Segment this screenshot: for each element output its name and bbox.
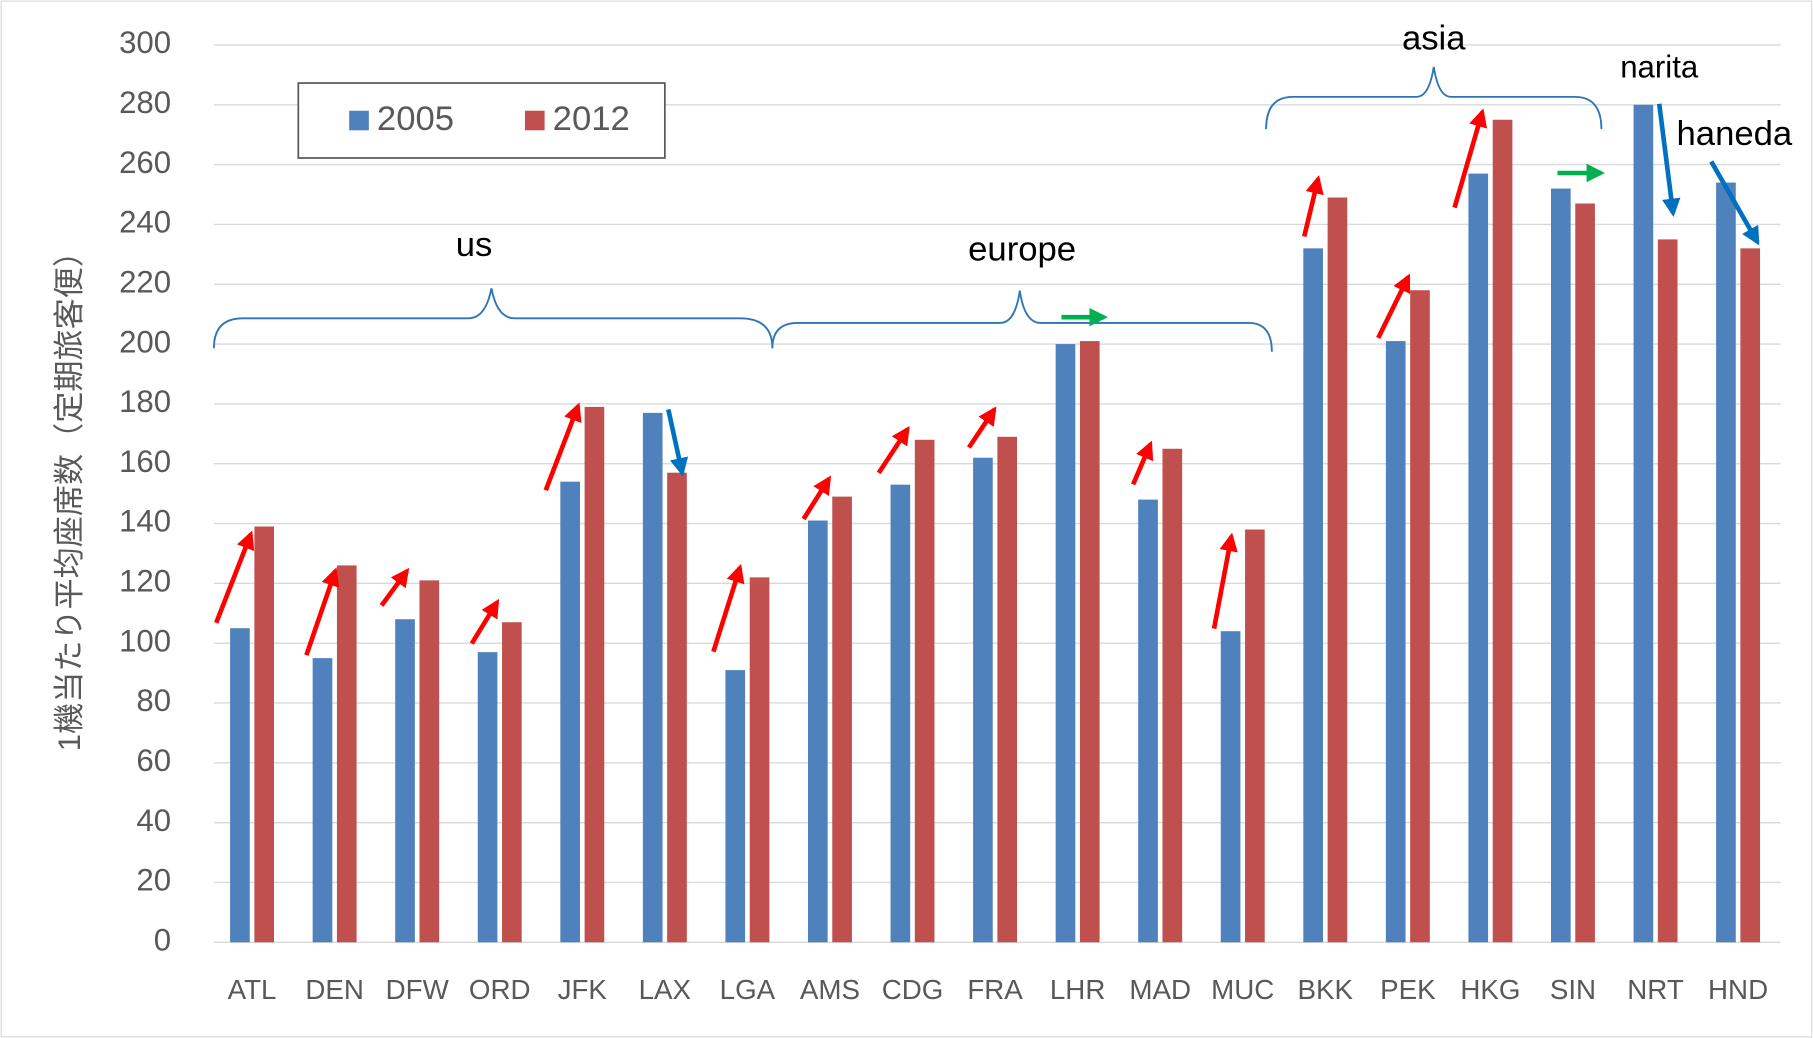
x-tick-label: JFK	[558, 974, 608, 1005]
bar	[1575, 203, 1595, 943]
bar	[419, 580, 440, 943]
bar	[725, 670, 746, 943]
bar	[1410, 290, 1430, 943]
y-tick-label: 220	[119, 265, 171, 300]
annotation: haneda	[1677, 115, 1793, 153]
x-tick-label: HKG	[1460, 974, 1520, 1005]
legend-swatch	[524, 110, 545, 131]
bar	[1245, 529, 1265, 943]
x-tick-label: MAD	[1129, 974, 1191, 1005]
bar	[1492, 119, 1513, 943]
arrows-down	[666, 103, 1760, 477]
legend	[297, 82, 666, 159]
y-tick-label: 240	[119, 205, 171, 240]
bar	[642, 412, 663, 943]
brace	[212, 288, 774, 349]
bar	[312, 658, 333, 943]
x-tick-label: HND	[1708, 974, 1768, 1005]
bar	[1633, 104, 1654, 943]
annotation: europe	[968, 231, 1076, 269]
x-tick-label: ATL	[228, 974, 277, 1005]
x-tick-label: CDG	[882, 974, 944, 1005]
grid: 0 20 40 60 80 100 120 140 160 180 200 220 240 260 280 3…	[119, 25, 1781, 957]
y-tick-label: 60	[136, 743, 171, 778]
legend-label: 2012	[553, 100, 630, 138]
x-tick-label: LHR	[1050, 974, 1105, 1005]
bars: ATL DEN DFW ORD JFK LAX LGA AMS CDG FRA LHR MAD MUC B…	[228, 104, 1768, 1005]
bar	[1716, 182, 1736, 943]
x-tick-label: AMS	[800, 974, 860, 1005]
bar	[1162, 448, 1183, 943]
x-tick-label: ORD	[469, 974, 531, 1005]
bar	[502, 622, 522, 943]
bar	[1303, 248, 1323, 943]
x-tick-label: DFW	[386, 974, 450, 1005]
bar	[336, 565, 357, 943]
x-tick-label: PEK	[1380, 974, 1436, 1005]
y-tick-label: 100	[119, 623, 171, 658]
bar	[890, 484, 911, 943]
legend-label: 2005	[377, 100, 454, 138]
bar	[254, 526, 275, 943]
annotation: asia	[1402, 20, 1466, 58]
bar	[1055, 344, 1076, 943]
y-tick-label: 80	[136, 683, 171, 718]
y-tick-label: 140	[119, 504, 171, 539]
bar	[1138, 499, 1158, 943]
y-tick-label: 40	[136, 803, 171, 838]
y-axis-label: 1機当たり平均座席数（定期旅客便）	[52, 236, 87, 751]
bar	[997, 436, 1018, 943]
bar	[832, 496, 852, 943]
bar	[477, 652, 498, 943]
brace	[1265, 66, 1603, 130]
x-tick-label: MUC	[1211, 974, 1274, 1005]
y-tick-label: 120	[119, 564, 171, 599]
x-tick-label: NRT	[1627, 974, 1684, 1005]
y-tick-label: 300	[119, 25, 171, 60]
y-tick-label: 260	[119, 145, 171, 180]
bar	[914, 439, 935, 943]
bar	[973, 457, 993, 943]
bar	[1385, 341, 1406, 943]
x-tick-label: DEN	[305, 974, 364, 1005]
bar	[1550, 188, 1571, 943]
bar	[1327, 197, 1348, 943]
arrows-flat	[1061, 163, 1606, 327]
bar	[560, 481, 580, 943]
bar	[1220, 631, 1241, 943]
legend-swatch	[349, 110, 369, 131]
y-tick-label: 180	[119, 384, 171, 419]
y-tick-label: 0	[154, 923, 171, 958]
y-tick-label: 160	[119, 444, 171, 479]
y-tick-label: 280	[119, 85, 171, 120]
bar	[230, 628, 250, 943]
bar	[1468, 173, 1489, 943]
annotation: narita	[1620, 49, 1699, 84]
arrows-up	[214, 108, 1488, 656]
annotation: us	[456, 226, 493, 264]
bar	[395, 619, 415, 943]
bar	[1079, 341, 1100, 943]
bar	[807, 520, 828, 943]
x-tick-label: SIN	[1550, 974, 1596, 1005]
x-tick-label: BKK	[1298, 974, 1354, 1005]
x-tick-label: LAX	[639, 974, 691, 1005]
x-tick-label: FRA	[967, 974, 1023, 1005]
y-tick-label: 200	[119, 324, 171, 359]
x-tick-label: LGA	[720, 974, 776, 1005]
bar	[667, 472, 687, 943]
brace	[771, 290, 1273, 352]
bar	[1657, 239, 1678, 943]
bar	[584, 406, 605, 943]
bar	[749, 577, 770, 943]
y-tick-label: 20	[136, 863, 171, 898]
bar	[1740, 248, 1761, 943]
